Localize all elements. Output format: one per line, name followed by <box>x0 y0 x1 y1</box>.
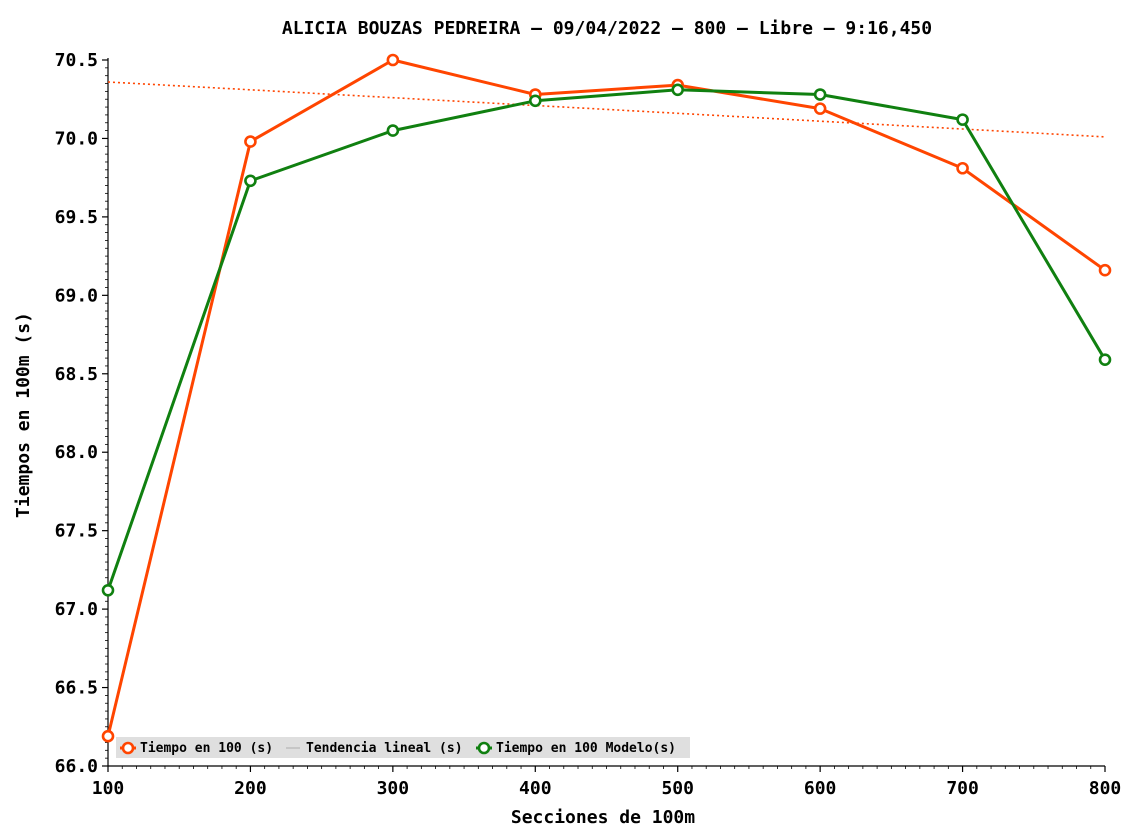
data-point <box>1098 263 1112 277</box>
y-tick-label: 68.5 <box>55 364 98 385</box>
y-tick-label: 69.5 <box>55 207 98 228</box>
data-point <box>813 88 827 101</box>
data-point <box>386 124 400 137</box>
data-point <box>671 83 685 97</box>
x-tick-label: 800 <box>1089 778 1122 799</box>
chart-title: ALICIA BOUZAS PEDREIRA – 09/04/2022 – 80… <box>282 18 932 39</box>
data-point <box>101 583 115 597</box>
legend-label: Tiempo en 100 (s) <box>140 741 273 756</box>
x-tick-label: 300 <box>377 778 410 799</box>
legend-background <box>116 737 690 758</box>
y-tick-label: 67.5 <box>55 521 98 542</box>
data-point <box>956 113 969 126</box>
y-tick-label: 66.5 <box>55 678 98 699</box>
y-tick-label: 70.5 <box>55 50 98 71</box>
legend-marker <box>477 741 491 755</box>
data-point <box>528 94 542 108</box>
legend-label: Tendencia lineal (s) <box>306 741 463 756</box>
x-tick-label: 600 <box>804 778 837 799</box>
data-point <box>101 729 115 743</box>
y-tick-label: 66.0 <box>55 756 98 777</box>
x-tick-label: 500 <box>661 778 694 799</box>
legend-marker <box>121 741 135 755</box>
x-tick-label: 700 <box>946 778 979 799</box>
data-point <box>386 53 400 67</box>
legend: Tiempo en 100 (s) Tendencia lineal (s) Tie… <box>116 737 690 758</box>
y-tick-label: 69.0 <box>55 285 98 306</box>
axes: 66.0 66.5 67.0 67.5 68.0 68.5 69.0 69.5 70.0 70.5… <box>55 50 1122 799</box>
y-tick-label: 68.0 <box>55 442 98 463</box>
series-line <box>106 58 1106 737</box>
x-tick-label: 200 <box>234 778 267 799</box>
y-tick-label: 67.0 <box>55 599 98 620</box>
x-tick-label: 100 <box>92 778 125 799</box>
data-point <box>1098 353 1112 366</box>
series-line <box>106 88 1107 591</box>
y-tick-label: 70.0 <box>55 128 98 149</box>
series-layer <box>101 53 1112 743</box>
data-point <box>813 102 827 115</box>
data-point <box>956 161 969 175</box>
trend-line <box>107 81 1106 138</box>
y-axis-label: Tiempos en 100m (s) <box>13 312 34 518</box>
data-point <box>244 135 257 148</box>
data-point <box>244 174 257 188</box>
x-axis-label: Secciones de 100m <box>511 807 695 827</box>
x-tick-label: 400 <box>519 778 552 799</box>
legend-label: Tiempo en 100 Modelo(s) <box>496 741 676 756</box>
